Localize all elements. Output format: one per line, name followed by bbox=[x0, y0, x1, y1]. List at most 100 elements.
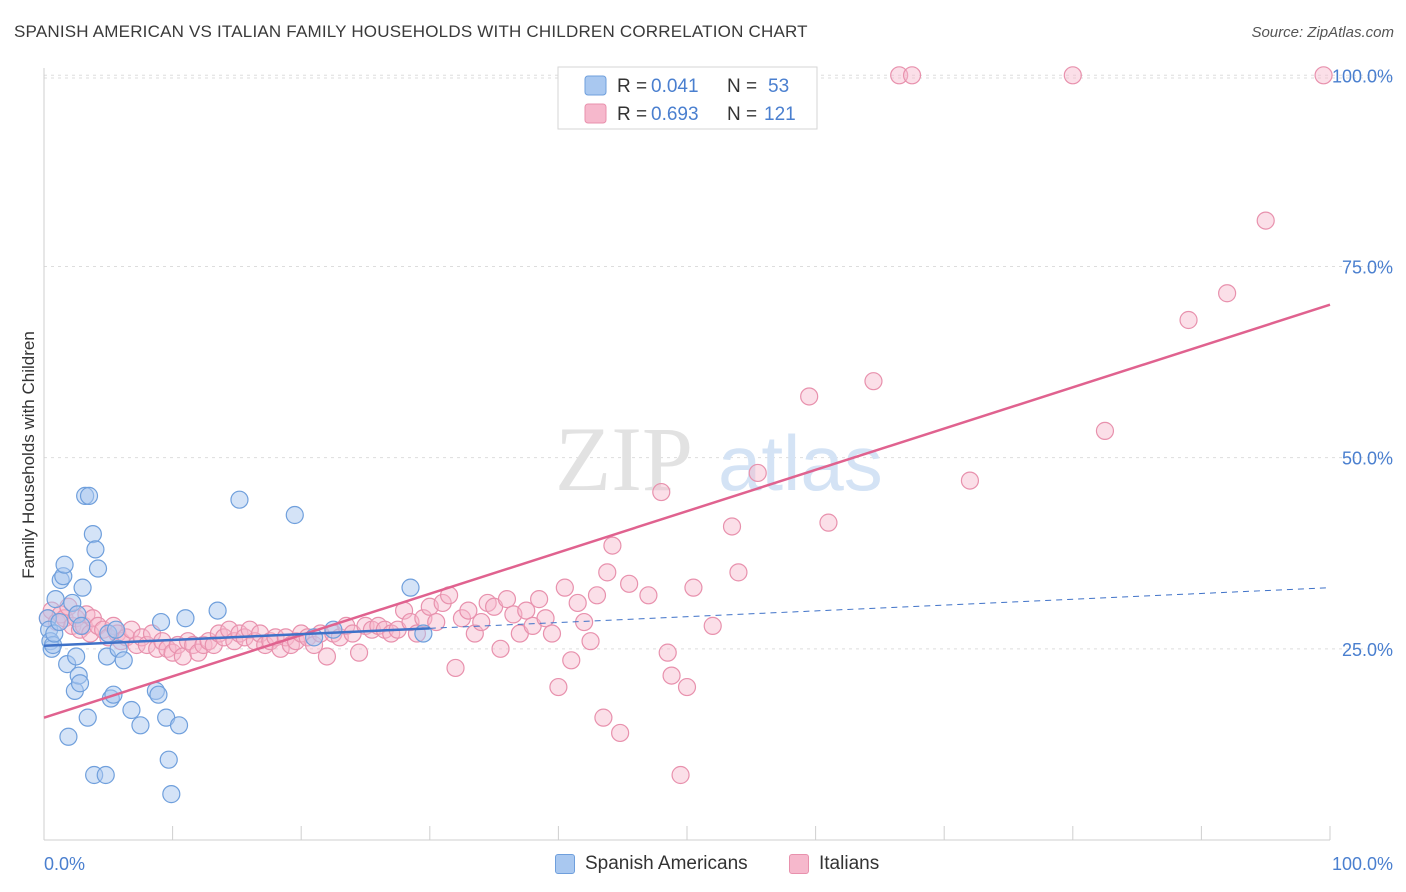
italians-point bbox=[204, 635, 223, 655]
spanish-americans-point bbox=[50, 612, 69, 632]
spanish-americans-point bbox=[149, 685, 168, 704]
legend-n-value-1: 53 bbox=[768, 76, 789, 97]
tick-labels: 25.0% 50.0% 75.0% 100.0% 0.0% 100.0% bbox=[44, 66, 1393, 874]
spanish-americans-point bbox=[208, 601, 227, 620]
italians-point bbox=[1218, 284, 1237, 303]
spanish-americans-point bbox=[96, 765, 115, 785]
spanish-americans-point bbox=[55, 555, 74, 574]
spanish-americans-point bbox=[79, 486, 99, 505]
watermark-zip: ZIP bbox=[555, 408, 693, 510]
italians-point bbox=[611, 723, 630, 743]
italians-point bbox=[491, 639, 510, 658]
spanish-americans-point bbox=[176, 609, 195, 628]
y-axis-title: Family Households with Children bbox=[19, 331, 38, 579]
spanish-americans-point bbox=[122, 700, 141, 720]
italians-point bbox=[542, 624, 562, 643]
spanish-americans-point bbox=[67, 647, 86, 666]
italians-point bbox=[1095, 421, 1115, 440]
italians-point bbox=[562, 651, 581, 670]
italians-point bbox=[240, 620, 259, 639]
spanish-americans-point bbox=[78, 708, 97, 727]
italians-point bbox=[271, 639, 290, 658]
italians-point bbox=[581, 632, 600, 651]
spanish-americans-point bbox=[72, 616, 91, 635]
trend-lines bbox=[43, 303, 1331, 719]
spanish-americans-point bbox=[83, 525, 102, 544]
axis-layer bbox=[43, 68, 1331, 841]
bottom-legend-label-spanish-americans: Spanish Americans bbox=[585, 853, 748, 874]
italians-point bbox=[497, 590, 517, 609]
italians-point bbox=[530, 590, 549, 609]
spanish-americans-point bbox=[46, 590, 65, 609]
spanish-americans-point bbox=[169, 716, 189, 735]
grid-layer bbox=[44, 74, 1392, 650]
italians-point bbox=[472, 612, 491, 632]
italians-point bbox=[536, 609, 555, 628]
spanish-americans-point bbox=[59, 727, 78, 746]
legend-n-label-1: N = bbox=[727, 76, 757, 97]
bottom-legend-item-italians[interactable]: Italians bbox=[789, 853, 879, 875]
y-tick-label: 100.0% bbox=[1332, 66, 1393, 86]
legend-swatch-spanish-americans bbox=[584, 75, 607, 96]
spanish-americans-point bbox=[106, 620, 126, 639]
italians-point bbox=[902, 66, 922, 85]
spanish-americans-point bbox=[86, 540, 105, 559]
bottom-legend: Spanish Americans Italians bbox=[0, 850, 1406, 880]
italians-point bbox=[446, 658, 465, 678]
legend-n-value-2: 121 bbox=[764, 104, 796, 125]
italians-point bbox=[517, 601, 536, 620]
italians-point bbox=[427, 612, 446, 632]
italians-point bbox=[703, 616, 722, 635]
italians-point bbox=[587, 586, 607, 605]
italians-point bbox=[819, 513, 838, 532]
italians-point bbox=[639, 586, 658, 605]
italians-point bbox=[658, 643, 677, 662]
italians-point bbox=[677, 677, 697, 697]
spanish-americans-point bbox=[70, 674, 90, 693]
italians-point bbox=[729, 563, 748, 582]
italians-point bbox=[1256, 211, 1275, 230]
italians-point bbox=[864, 372, 883, 391]
italians-point bbox=[748, 463, 767, 483]
italians-point bbox=[317, 647, 337, 666]
italians-point bbox=[250, 624, 270, 643]
italians-point bbox=[603, 536, 622, 555]
italians-point bbox=[459, 601, 478, 620]
spanish-americans-point bbox=[131, 716, 150, 735]
bottom-legend-swatch-italians bbox=[789, 854, 809, 874]
italians-point bbox=[349, 643, 369, 662]
italians-point bbox=[555, 578, 574, 597]
italians-point bbox=[722, 517, 742, 536]
spanish-americans-point bbox=[285, 505, 304, 525]
legend-r-label-1: R = bbox=[617, 76, 647, 97]
spanish-americans-point bbox=[88, 559, 108, 578]
legend-r-value-1: 0.041 bbox=[651, 76, 699, 97]
italians-point bbox=[662, 666, 681, 685]
italians-point bbox=[465, 624, 484, 643]
italians-point bbox=[1314, 66, 1333, 85]
legend-box: R = 0.041 N = 53 R = 0.693 N = 121 bbox=[557, 66, 818, 130]
bottom-legend-item-spanish-americans[interactable]: Spanish Americans bbox=[555, 853, 748, 875]
spanish-americans-point bbox=[73, 578, 92, 597]
legend-r-label-2: R = bbox=[617, 104, 647, 125]
spanish-americans-trend-line bbox=[43, 627, 430, 648]
italians-point bbox=[684, 578, 703, 597]
source-label: Source: ZipAtlas.com bbox=[1251, 24, 1394, 41]
spanish-americans-trend-extension bbox=[429, 587, 1331, 629]
spanish-americans-point bbox=[401, 578, 420, 597]
y-tick-label: 75.0% bbox=[1342, 257, 1393, 277]
bottom-legend-swatch-spanish-americans bbox=[555, 854, 575, 874]
italians-point bbox=[620, 574, 639, 593]
italians-point bbox=[568, 593, 587, 613]
italians-point bbox=[549, 677, 568, 697]
italians-point bbox=[594, 708, 613, 727]
spanish-americans-point bbox=[114, 651, 133, 670]
italians-point bbox=[1179, 310, 1198, 330]
bottom-legend-label-italians: Italians bbox=[819, 853, 880, 874]
spanish-americans-point bbox=[159, 750, 178, 769]
italians-point bbox=[890, 66, 909, 85]
italians-point bbox=[1063, 66, 1082, 85]
italians-point bbox=[652, 482, 671, 502]
chart-title: SPANISH AMERICAN VS ITALIAN FAMILY HOUSE… bbox=[14, 22, 808, 41]
